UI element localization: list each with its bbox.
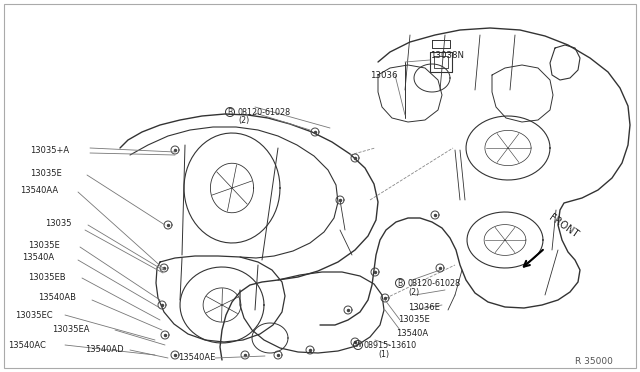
Text: FRONT: FRONT	[547, 213, 580, 240]
Text: 13036E: 13036E	[408, 302, 440, 311]
Text: 13540AE: 13540AE	[178, 353, 216, 362]
Text: B: B	[227, 108, 232, 116]
Text: 13035E: 13035E	[28, 241, 60, 250]
Text: 13035+A: 13035+A	[30, 145, 69, 154]
Text: 08915-13610: 08915-13610	[364, 340, 417, 350]
Text: 13540AD: 13540AD	[85, 346, 124, 355]
Text: W: W	[355, 342, 362, 348]
Text: (1): (1)	[378, 350, 389, 359]
Text: 13540AC: 13540AC	[8, 340, 46, 350]
Text: 13036: 13036	[370, 71, 397, 80]
Text: 08120-61028: 08120-61028	[408, 279, 461, 288]
Text: 13540AB: 13540AB	[38, 294, 76, 302]
Text: 13035EA: 13035EA	[52, 326, 90, 334]
Text: 13035EB: 13035EB	[28, 273, 66, 282]
Text: 13035EC: 13035EC	[15, 311, 52, 320]
Text: 13540A: 13540A	[396, 328, 428, 337]
Text: (2): (2)	[238, 115, 249, 125]
Text: (2): (2)	[408, 288, 419, 296]
Text: R 35000: R 35000	[575, 357, 613, 366]
Text: B: B	[397, 279, 403, 288]
Text: 13035E: 13035E	[30, 169, 61, 177]
Text: 13540A: 13540A	[22, 253, 54, 263]
Text: 08120-61028: 08120-61028	[238, 108, 291, 116]
Text: 13035E: 13035E	[398, 315, 429, 324]
Text: 13035: 13035	[45, 218, 72, 228]
Text: 13540AA: 13540AA	[20, 186, 58, 195]
Text: 13038N: 13038N	[430, 51, 464, 60]
